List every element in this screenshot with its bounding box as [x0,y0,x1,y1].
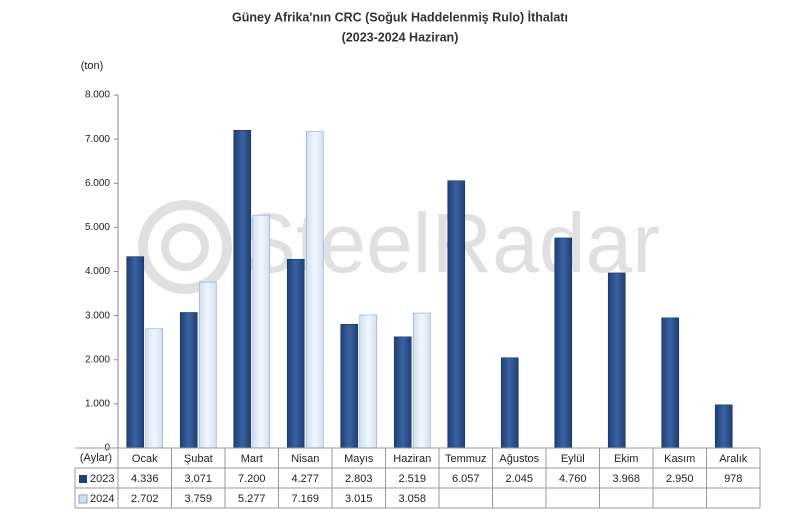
y-tick-label: 8.000 [85,90,110,101]
x-tick-label: Ekim [614,453,638,465]
table-label: (Aylar) [80,452,112,464]
bar [340,324,359,449]
bar [412,312,431,449]
bar [179,312,198,449]
table-cell: 2.950 [666,473,694,485]
x-tick-label: Kasım [664,453,695,465]
table-cell: 4.277 [291,473,319,485]
table-cell: 4.336 [131,473,159,485]
x-tick-label: Haziran [393,453,431,465]
x-tick-label: Mart [241,453,263,465]
table-cell: 3.058 [398,493,426,505]
bar [233,130,252,449]
x-tick-label: Ağustos [499,453,539,465]
bar [393,336,412,449]
bar [305,131,324,449]
y-tick-label: 1.000 [85,399,110,410]
legend-key [79,475,87,483]
y-tick-label: 7.000 [85,134,110,145]
table-cell: 7.169 [291,493,319,505]
table-cell: 5.277 [238,493,266,505]
bar [126,256,145,449]
watermark: SteelRadar [138,196,660,294]
x-tick-label: Şubat [184,453,213,465]
chart-title: Güney Afrika'nın CRC (Soğuk Haddelenmiş … [232,9,568,24]
table-cell: 3.071 [184,473,212,485]
table-cell: 7.200 [238,473,266,485]
table-cell: 2.702 [131,493,159,505]
bar [661,317,680,449]
table-cell: 6.057 [452,473,480,485]
legend-key [78,494,88,504]
bar [447,180,466,449]
table-cell: 2.045 [505,473,533,485]
bar [714,404,733,449]
legend-label: 2024 [90,493,114,505]
chart-subtitle: (2023-2024 Haziran) [342,30,459,44]
x-tick-label: Ocak [132,453,158,465]
table-cell: 978 [724,473,742,485]
bar [554,237,573,449]
y-tick-label: 5.000 [85,222,110,233]
y-tick-label: 6.000 [85,178,110,189]
bar [500,357,519,449]
table-cell: 4.760 [559,473,587,485]
y-tick-label: 3.000 [85,310,110,321]
bar [198,281,217,449]
x-tick-label: Aralık [719,453,748,465]
x-tick-label: Mayıs [344,453,374,465]
table-cell: 2.519 [398,473,426,485]
bar [359,314,378,449]
y-tick-label: 2.000 [85,354,110,365]
bar [145,328,164,449]
y-tick-label: 4.000 [85,266,110,277]
x-tick-label: Nisan [291,453,319,465]
x-tick-label: Temmuz [445,453,487,465]
table-cell: 2.803 [345,473,373,485]
table-cell: 3.015 [345,493,373,505]
legend-label: 2023 [90,473,114,485]
bar [252,214,271,449]
bar [286,258,305,449]
x-tick-label: Eylül [561,453,585,465]
bar [607,272,626,449]
watermark-logo [138,200,232,294]
table-cell: 3.759 [184,493,212,505]
watermark-logo [161,223,209,271]
y-axis-label: (ton) [81,60,104,72]
table-cell: 3.968 [612,473,640,485]
